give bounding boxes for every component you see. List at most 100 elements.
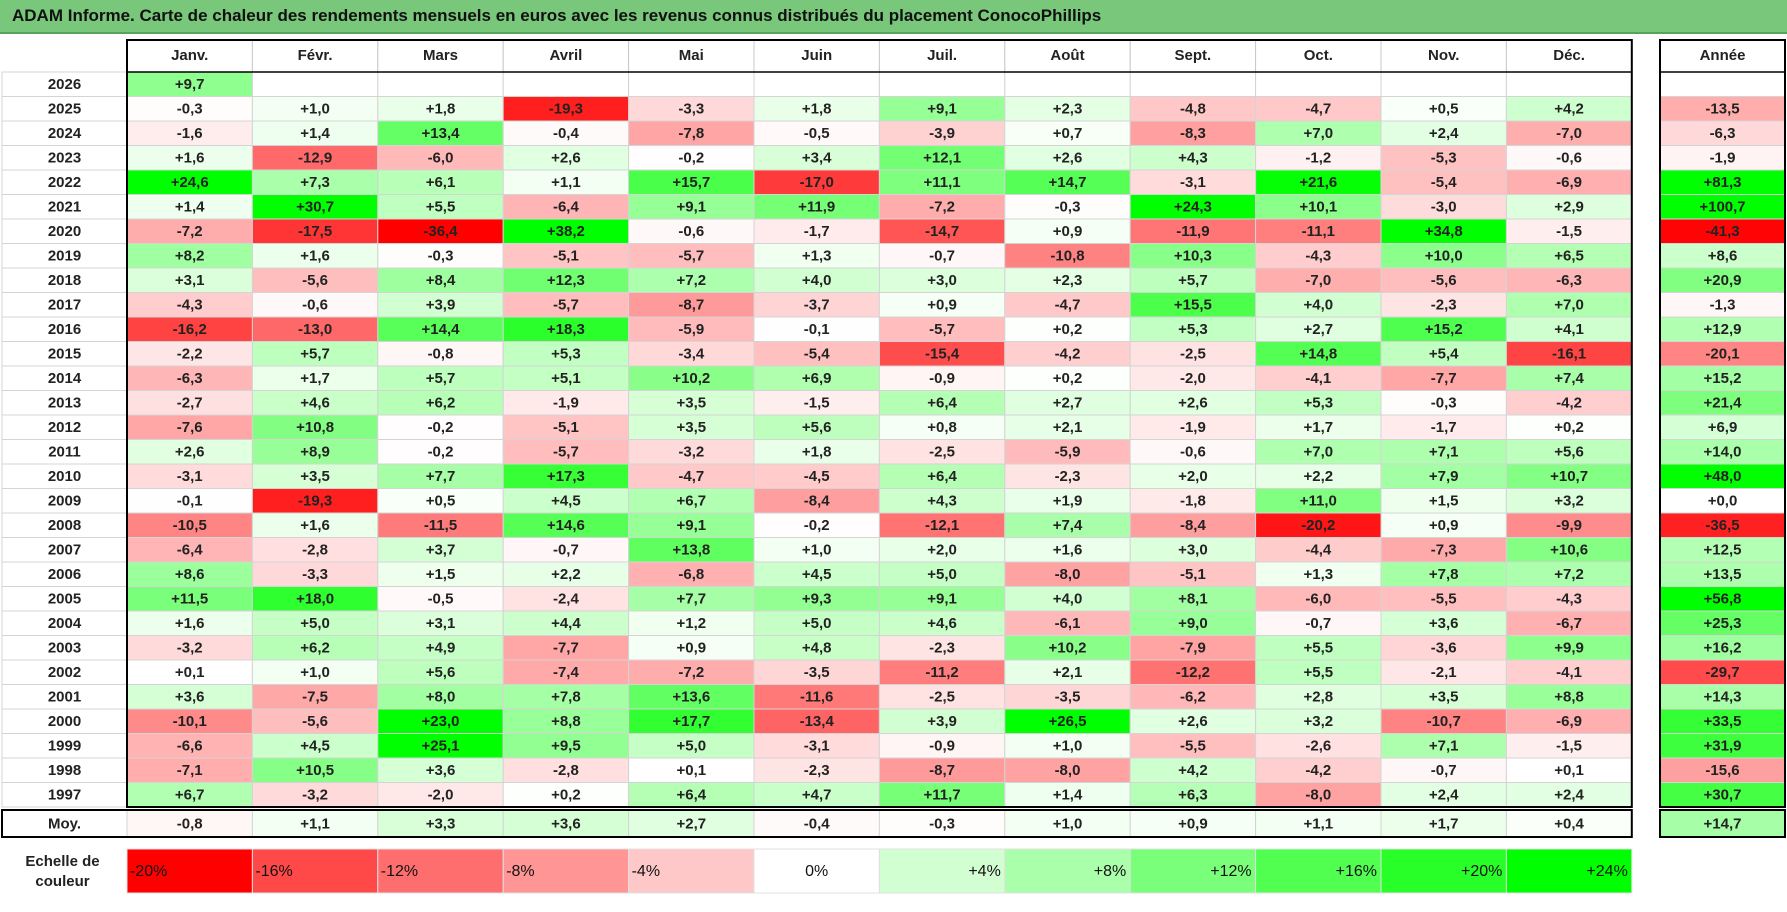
- year-label-cell: [1, 365, 128, 391]
- heatmap-cell: [1255, 243, 1382, 269]
- cell-value: -2,2: [177, 346, 203, 363]
- year-label-cell: [1, 586, 128, 612]
- heatmap-cell: [1129, 708, 1257, 734]
- scale-swatch: [1255, 848, 1382, 894]
- cell-value: -12,2: [1176, 664, 1210, 681]
- heatmap-cell: [1255, 292, 1382, 318]
- cell-value: -3,1: [1180, 174, 1206, 191]
- heatmap-cell: [502, 341, 630, 367]
- cell-value: +4,3: [927, 493, 957, 510]
- cell-value: -6,8: [678, 566, 704, 583]
- annual-cell: [1659, 708, 1786, 734]
- cell-value: +11,7: [924, 787, 961, 804]
- heatmap-cell: [377, 145, 504, 171]
- average-value: +0,4: [1554, 815, 1584, 832]
- cell-value: -2,1: [1431, 664, 1457, 681]
- cell-value: -12,1: [925, 517, 959, 534]
- year-label: 2019: [48, 248, 81, 265]
- heatmap-cell: [628, 145, 755, 171]
- cell-value: +9,7: [175, 76, 205, 93]
- heatmap-cell: [1004, 390, 1131, 416]
- average-cell: [753, 809, 880, 838]
- annual-value: -1,9: [1710, 150, 1736, 167]
- cell-value: +4,0: [802, 272, 832, 289]
- heatmap-cell: [878, 782, 1006, 808]
- cell-value: +11,9: [798, 199, 835, 216]
- cell-value: -5,7: [678, 248, 704, 265]
- average-cell: [126, 809, 253, 838]
- average-annual-value: +14,7: [1704, 815, 1742, 832]
- cell-value: +7,3: [300, 174, 330, 191]
- annual-value: +48,0: [1704, 468, 1742, 485]
- cell-value: +5,6: [802, 419, 832, 436]
- cell-value: +8,8: [1554, 689, 1584, 706]
- heatmap-cell: [377, 71, 504, 97]
- heatmap-cell: [1505, 561, 1633, 587]
- cell-value: -8,0: [1305, 787, 1331, 804]
- heatmap-cell: [628, 561, 755, 587]
- cell-value: -4,2: [1055, 346, 1081, 363]
- heatmap-cell: [1004, 537, 1131, 563]
- heatmap-cell: [753, 292, 880, 318]
- cell-value: -4,3: [1556, 591, 1582, 608]
- cell-value: +1,4: [300, 125, 330, 142]
- annual-cell: [1659, 316, 1786, 342]
- cell-value: +12,1: [923, 150, 961, 167]
- heatmap-cell: [1129, 488, 1257, 514]
- cell-value: +15,2: [1425, 321, 1463, 338]
- average-value: +1,1: [1303, 815, 1333, 832]
- heatmap-cell: [251, 218, 379, 244]
- cell-value: +10,6: [1550, 542, 1588, 559]
- cell-value: +5,0: [300, 615, 330, 632]
- cell-value: +5,0: [676, 738, 706, 755]
- heatmap-cell: [126, 610, 253, 636]
- cell-value: -0,9: [929, 370, 955, 387]
- cell-value: -4,3: [177, 297, 203, 314]
- heatmap-cell: [628, 96, 755, 122]
- year-label: 2016: [48, 321, 81, 338]
- cell-value: +4,5: [802, 566, 832, 583]
- cell-value: -7,2: [177, 223, 203, 240]
- cell-value: -4,7: [1305, 101, 1331, 118]
- cell-value: +0,9: [676, 640, 706, 657]
- scale-swatch: [251, 848, 379, 894]
- month-header: Oct.: [1304, 47, 1333, 64]
- average-cell: [1255, 809, 1382, 838]
- cell-value: +11,1: [924, 174, 961, 191]
- month-header-cell: [1129, 39, 1257, 73]
- cell-value: +2,2: [551, 566, 581, 583]
- cell-value: -13,0: [298, 321, 332, 338]
- heatmap-cell: [753, 757, 880, 783]
- year-label: 2006: [48, 566, 81, 583]
- annual-value: +21,4: [1704, 395, 1743, 412]
- scale-value: +4%: [968, 863, 1000, 880]
- heatmap-cell: [1004, 71, 1131, 97]
- cell-value: +6,1: [426, 174, 456, 191]
- cell-value: -5,1: [553, 248, 579, 265]
- cell-value: -11,9: [1176, 223, 1209, 240]
- heatmap-cell: [377, 512, 504, 538]
- heatmap-cell: [1505, 757, 1633, 783]
- cell-value: -7,6: [177, 419, 203, 436]
- cell-value: -1,2: [1305, 150, 1331, 167]
- heatmap-cell: [1380, 194, 1507, 220]
- heatmap-cell: [628, 169, 755, 195]
- annual-value: +31,9: [1704, 738, 1742, 755]
- cell-value: +18,0: [296, 591, 334, 608]
- average-annual-cell: [1659, 809, 1786, 838]
- cell-value: -4,5: [804, 468, 830, 485]
- annual-value: +13,5: [1704, 566, 1742, 583]
- scale-value: +12%: [1210, 863, 1251, 880]
- cell-value: +7,1: [1429, 738, 1459, 755]
- cell-value: -14,7: [925, 223, 959, 240]
- average-value: +2,7: [676, 815, 706, 832]
- heatmap-cell: [502, 218, 630, 244]
- heatmap-cell: [753, 684, 880, 710]
- cell-value: +0,9: [927, 297, 957, 314]
- heatmap-cell: [377, 684, 504, 710]
- heatmap-cell: [1505, 243, 1633, 269]
- average-row-border: [1, 809, 1633, 838]
- heatmap-cell: [1505, 414, 1633, 440]
- cell-value: -4,4: [1305, 542, 1332, 559]
- cell-value: -6,3: [177, 370, 203, 387]
